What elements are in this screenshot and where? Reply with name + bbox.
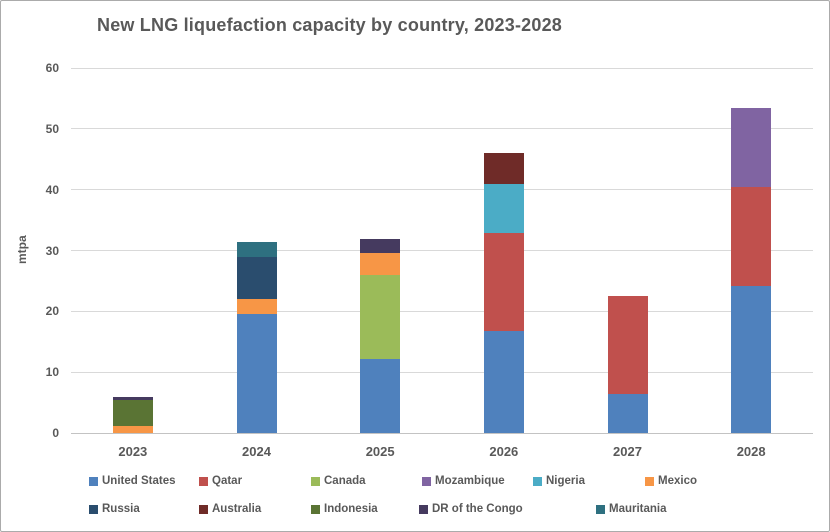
legend-label: DR of the Congo	[432, 503, 523, 515]
y-tick-label-50: 50	[45, 121, 59, 136]
bar-segment-2026-qatar	[483, 232, 524, 332]
y-tick-label-0: 0	[52, 426, 59, 440]
bar-segment-2026-australia	[483, 153, 524, 185]
bar-segment-2023-dr-of-the-congo	[112, 396, 153, 401]
legend-label: Qatar	[212, 475, 243, 487]
legend-item-mexico: Mexico	[645, 475, 697, 487]
legend-label: Russia	[102, 503, 140, 515]
legend-item-dr-of-the-congo: DR of the Congo	[419, 503, 523, 515]
bar-segment-2023-indonesia	[112, 400, 153, 427]
legend-label: Mauritania	[609, 503, 667, 515]
gridline-40	[71, 189, 813, 191]
bar-segment-2024-russia	[236, 256, 277, 299]
legend-item-canada: Canada	[311, 475, 366, 487]
legend-item-qatar: Qatar	[199, 475, 242, 487]
bar-segment-2027-qatar	[607, 296, 648, 395]
legend-label: Mexico	[658, 475, 697, 487]
legend-label: Nigeria	[546, 475, 585, 487]
gridline-30	[71, 250, 813, 251]
bar-segment-2024-mexico	[236, 298, 277, 315]
legend-swatch-icon	[311, 476, 320, 486]
y-tick-label-60: 60	[45, 61, 59, 75]
gridline-10	[71, 371, 813, 373]
bar-segment-2025-mexico	[360, 252, 401, 275]
legend-item-nigeria: Nigeria	[533, 475, 585, 487]
legend-swatch-icon	[311, 504, 320, 514]
gridline-20	[71, 310, 813, 312]
x-tick-label-2026: 2026	[489, 444, 519, 459]
legend-swatch-icon	[596, 504, 605, 514]
legend-label: United States	[102, 475, 176, 487]
legend-swatch-icon	[419, 504, 428, 514]
legend-item-indonesia: Indonesia	[311, 503, 378, 515]
x-tick-label-2028: 2028	[736, 444, 766, 459]
bar-segment-2025-united-states	[360, 359, 401, 433]
bar-segment-2026-nigeria	[483, 184, 524, 233]
x-tick-label-2027: 2027	[613, 444, 642, 459]
legend-item-mauritania: Mauritania	[596, 503, 667, 515]
x-axis-line	[71, 432, 813, 434]
bar-segment-2025-canada	[360, 274, 401, 360]
bar-segment-2027-united-states	[607, 394, 648, 433]
bar-segment-2026-united-states	[483, 331, 524, 433]
y-tick-label-10: 10	[45, 365, 59, 380]
legend-item-russia: Russia	[89, 503, 140, 515]
legend-swatch-icon	[645, 476, 654, 486]
gridline-60	[71, 67, 813, 69]
legend-swatch-icon	[533, 476, 542, 486]
legend-label: Mozambique	[435, 475, 505, 487]
bar-segment-2025-dr-of-the-congo	[360, 238, 401, 253]
gridline-50	[71, 128, 813, 130]
bar-segment-2024-mauritania	[236, 241, 277, 257]
legend-swatch-icon	[422, 476, 431, 486]
bar-segment-2028-qatar	[731, 186, 772, 287]
x-tick-label-2023: 2023	[118, 444, 148, 459]
legend-label: Canada	[324, 475, 366, 487]
legend-item-mozambique: Mozambique	[422, 475, 505, 487]
legend-label: Australia	[212, 503, 262, 515]
bar-segment-2028-united-states	[731, 286, 772, 433]
y-tick-label-40: 40	[45, 182, 59, 197]
legend-label: Indonesia	[324, 503, 378, 515]
bar-segment-2024-united-states	[236, 314, 277, 433]
y-tick-label-20: 20	[45, 304, 59, 319]
chart-title: New LNG liquefaction capacity by country…	[97, 15, 563, 35]
bar-segment-2028-mozambique	[731, 108, 772, 187]
bar-segment-2023-mexico	[112, 426, 153, 433]
legend-item-united-states: United States	[89, 475, 176, 487]
legend-swatch-icon	[199, 476, 208, 486]
legend-swatch-icon	[89, 476, 98, 486]
y-tick-label-30: 30	[45, 243, 59, 258]
legend-item-australia: Australia	[199, 503, 261, 515]
x-tick-label-2025: 2025	[365, 444, 395, 459]
legend-swatch-icon	[89, 504, 98, 514]
x-tick-label-2024: 2024	[242, 444, 271, 459]
legend-swatch-icon	[199, 504, 208, 514]
